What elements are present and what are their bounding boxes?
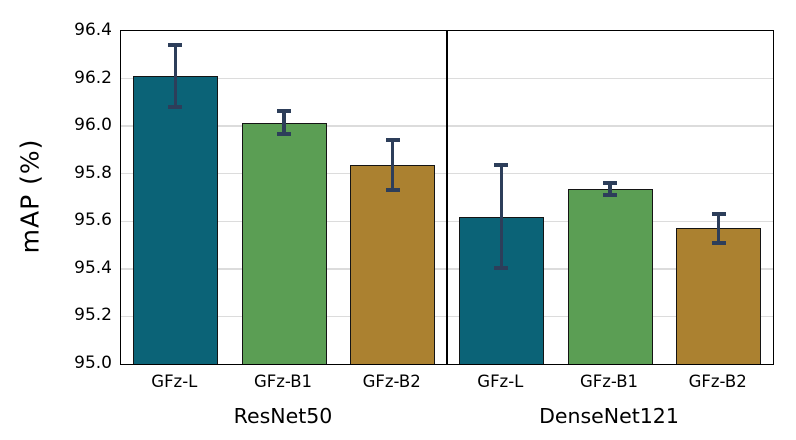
bar-resnet50-gfz-b2 xyxy=(350,165,436,364)
error-bar-line-resnet50-gfz-b2 xyxy=(390,140,395,191)
x-tick-label-densenet121-gfz-b1: GFz-B1 xyxy=(579,372,639,391)
error-bar-cap-top-densenet121-gfz-b2 xyxy=(711,212,726,217)
y-tick-label-95.4: 95.4 xyxy=(74,257,112,278)
x-tick-label-resnet50-gfz-l: GFz-L xyxy=(151,372,198,391)
error-bar-line-resnet50-gfz-b1 xyxy=(282,110,286,135)
error-bar-cap-top-resnet50-gfz-b2 xyxy=(385,138,400,143)
y-tick-label-96.2: 96.2 xyxy=(74,67,112,88)
y-axis-label: mAP (%) xyxy=(15,138,45,254)
group-label-resnet50: ResNet50 xyxy=(233,404,333,428)
plot-area xyxy=(120,30,774,365)
error-bar-line-resnet50-gfz-l xyxy=(173,45,178,108)
x-tick-label-resnet50-gfz-b1: GFz-B1 xyxy=(253,372,313,391)
group-label-densenet121: DenseNet121 xyxy=(539,404,679,428)
y-tick-label-96.4: 96.4 xyxy=(74,20,112,40)
bar-resnet50-gfz-b1 xyxy=(241,122,327,364)
bar-densenet121-gfz-b2 xyxy=(676,228,762,364)
error-bar-cap-bottom-resnet50-gfz-l xyxy=(168,105,183,110)
x-tick-label-resnet50-gfz-b2: GFz-B2 xyxy=(362,372,421,391)
error-bar-line-densenet121-gfz-b2 xyxy=(716,214,721,243)
error-bar-cap-bottom-resnet50-gfz-b2 xyxy=(385,188,400,193)
group-separator-line xyxy=(446,31,448,364)
error-bar-line-densenet121-gfz-b1 xyxy=(608,183,612,196)
error-bar-cap-bottom-densenet121-gfz-b2 xyxy=(711,240,726,245)
y-tick-label-95.2: 95.2 xyxy=(74,305,112,326)
error-bar-line-densenet121-gfz-l xyxy=(499,165,504,268)
x-tick-label-densenet121-gfz-l: GFz-L xyxy=(477,372,524,391)
error-bar-cap-top-resnet50-gfz-l xyxy=(168,43,183,48)
y-tick-label-95.8: 95.8 xyxy=(74,162,112,183)
bar-densenet121-gfz-b1 xyxy=(567,189,653,364)
x-tick-label-densenet121-gfz-b2: GFz-B2 xyxy=(688,372,747,391)
error-bar-cap-bottom-resnet50-gfz-b1 xyxy=(277,132,291,137)
y-tick-label-95.0: 95.0 xyxy=(74,353,112,373)
error-bar-cap-bottom-densenet121-gfz-b1 xyxy=(603,193,617,198)
error-bar-cap-top-densenet121-gfz-b1 xyxy=(603,181,617,186)
error-bar-cap-top-resnet50-gfz-b1 xyxy=(277,108,291,113)
bar-resnet50-gfz-l xyxy=(132,76,218,364)
y-tick-label-96.0: 96.0 xyxy=(74,115,112,136)
y-tick-label-95.6: 95.6 xyxy=(74,210,112,231)
error-bar-cap-top-densenet121-gfz-l xyxy=(494,163,509,168)
error-bar-cap-bottom-densenet121-gfz-l xyxy=(494,265,509,270)
